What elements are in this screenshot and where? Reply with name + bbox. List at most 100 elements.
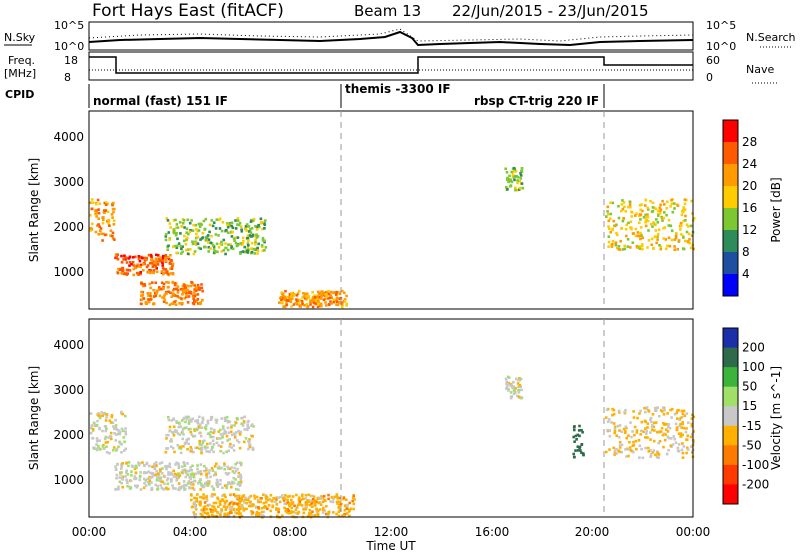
velocity-cells-cell-1-257 [200,472,203,476]
velocity-cells-cell-6-1395 [632,416,636,419]
power-cells-cell-1-106 [137,273,140,276]
velocity-cells-cell-2-501 [184,420,187,424]
power-cells-cell-3-451 [184,243,188,246]
velocity-cells-cell-3-835 [213,508,217,511]
power-cells-cell-6-1029 [672,202,676,205]
velocity-cells-cell-3-1030 [307,513,311,517]
velocity-cells-cell-1-290 [125,478,128,482]
power-cells-cell-5-906 [516,175,520,179]
freq-trace [89,56,693,74]
velocity-cells-cell-3-741 [216,511,219,514]
velocity-colorbar-band-7 [723,464,738,485]
velocity-cells-cell-3-1101 [240,505,244,508]
velocity-cells-cell-1-132 [237,488,240,491]
velocity-cells-cell-0-32 [91,437,94,440]
velocity-cells-cell-3-864 [305,505,308,509]
power-colorbar-tick-3: 16 [742,201,757,215]
velocity-cells-cell-1-401 [144,484,148,487]
power-cells-cell-6-933 [624,210,627,213]
velocity-cells-cell-6-1466 [676,409,679,412]
velocity-cells-cell-1-210 [121,475,125,479]
power-cells-cell-2-336 [153,295,156,298]
velocity-cells-cell-3-843 [295,505,299,509]
velocity-cells-cell-1-377 [210,485,214,488]
velocity-cells-cell-2-658 [190,433,194,436]
power-cells-cell-0-54 [107,221,110,225]
velocity-cells-cell-1-263 [215,462,218,465]
velocity-cells-cell-3-821 [342,497,345,501]
power-cells-cell-6-1123 [666,200,669,204]
velocity-cells-cell-2-531 [230,424,233,427]
velocity-cells-cell-1-318 [237,471,241,475]
velocity-cells-cell-2-586 [169,445,173,449]
freq-tick-top: 18 [64,54,78,67]
velocity-cells-cell-2-565 [206,419,210,423]
velocity-cells-cell-2-483 [208,433,212,437]
velocity-cells-cell-2-629 [217,437,220,440]
velocity-cells-cell-3-798 [242,494,246,497]
velocity-cells-cell-6-1295 [618,446,622,449]
power-cells-cell-4-759 [317,295,321,299]
power-cells-cell-3-583 [207,238,211,241]
velocity-cells-cell-1-218 [184,468,187,471]
velocity-cells-cell-0-19 [123,449,126,452]
velocity-cells-cell-3-975 [253,497,257,500]
power-cells-cell-1-199 [131,261,135,264]
power-cells-cell-0-35 [89,213,92,217]
velocity-cells-cell-2-530 [183,441,187,445]
power-cells-cell-6-1067 [616,233,619,237]
power-cells-cell-3-549 [186,236,189,240]
power-cells-cell-6-1125 [682,206,685,209]
velocity-cells-cell-2-594 [200,444,204,447]
velocity-cells-cell-2-544 [236,439,239,442]
velocity-cells-cell-2-692 [165,433,168,437]
velocity-cells-cell-1-204 [232,481,236,485]
velocity-cells-cell-2-550 [246,423,249,427]
power-cells-cell-6-1052 [628,200,632,203]
velocity-cells-cell-1-372 [226,473,229,476]
power-cells-cell-5-888 [518,186,522,190]
velocity-cells-cell-0-27 [111,421,115,425]
power-cells-cell-4-774 [320,304,323,308]
freq-tick-bottom: 8 [64,71,71,84]
velocity-cells-cell-3-731 [275,498,278,501]
velocity-cells-cell-6-1277 [618,411,621,414]
velocity-cells-cell-1-442 [237,475,241,478]
freq-unit: [MHz] [4,67,36,80]
velocity-cells-cell-3-945 [260,510,264,514]
power-cells-cell-1-204 [140,256,144,260]
power-cells-cell-2-396 [186,288,189,292]
power-cells-cell-3-608 [236,223,239,226]
velocity-cells-cell-1-341 [159,484,162,487]
velocity-cells-cell-6-1457 [679,422,682,426]
velocity-cells-cell-0-76 [107,436,110,439]
velocity-cells-cell-3-934 [222,505,226,508]
power-cells-cell-2-385 [176,291,180,294]
power-cells-cell-6-1117 [667,236,671,240]
velocity-colorbar-label: Velocity [m s^-1] [769,366,783,470]
velocity-cells-cell-2-551 [167,415,170,419]
power-cells-cell-2-388 [170,302,174,305]
velocity-cells-cell-2-653 [187,428,191,431]
power-cells-cell-4-807 [329,300,332,303]
power-cells-cell-4-758 [297,289,301,293]
power-cells-cell-2-306 [194,293,197,296]
power-cells-cell-6-1138 [650,243,653,247]
power-cells-cell-0-47 [106,202,109,206]
velocity-cells-cell-2-482 [164,450,168,454]
velocity-cells-cell-3-1108 [223,493,226,497]
power-cells-cell-3-513 [261,227,264,231]
cpid-mode-rbsp: rbsp CT-trig 220 IF [474,94,599,108]
power-cells-cell-2-362 [181,302,184,305]
power-cells-cell-6-1045 [651,206,655,209]
velocity-cells-cell-2-670 [228,438,231,441]
velocity-cells-cell-1-112 [163,482,166,486]
velocity-cells-cell-2-581 [222,432,225,435]
velocity-cells-cell-6-1470 [659,430,663,433]
velocity-cells-cell-2-461 [200,426,204,429]
power-cells-cell-1-133 [143,259,147,262]
velocity-cells-cell-4-1185 [504,377,508,381]
power-cells-cell-6-969 [661,199,664,203]
power-cells-cell-1-144 [137,255,141,258]
velocity-cells-cell-6-1293 [644,410,647,414]
